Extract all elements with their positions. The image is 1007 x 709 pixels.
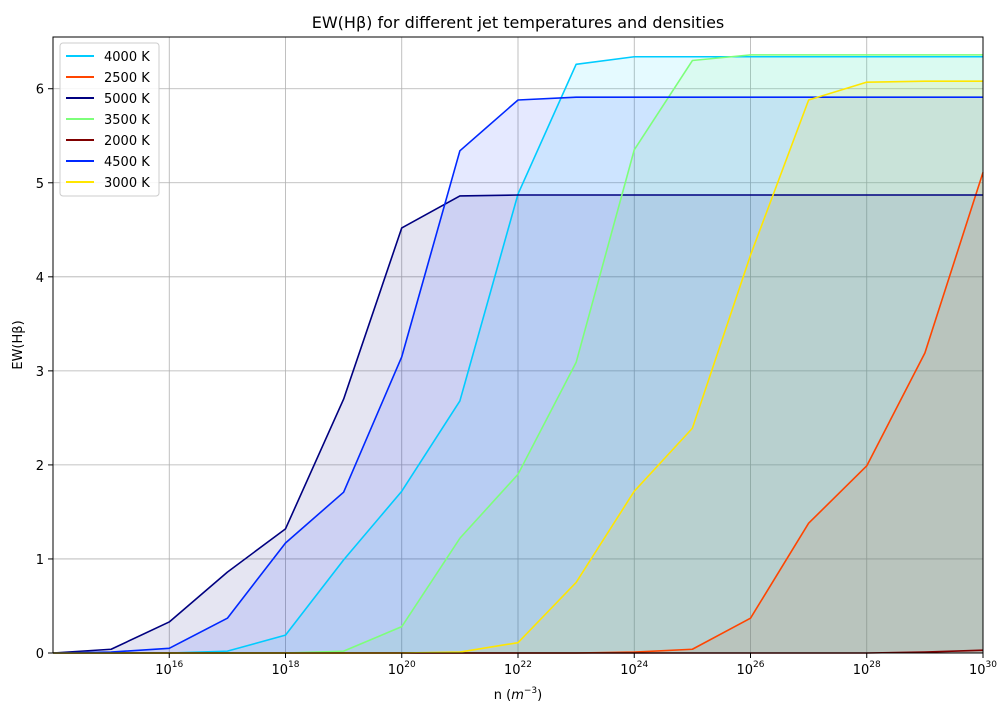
x-tick-label: 1026 <box>737 660 765 678</box>
legend-label-4500-k: 4500 K <box>104 155 150 170</box>
x-axis-title: n (m−3) <box>494 686 542 703</box>
y-tick-label: 2 <box>36 459 44 474</box>
y-tick-label: 4 <box>36 271 44 286</box>
y-tick-label: 6 <box>36 83 44 98</box>
legend-label-4000-k: 4000 K <box>104 50 150 65</box>
x-tick-exponent: 28 <box>869 660 881 670</box>
x-tick-label: 1028 <box>853 660 881 678</box>
x-axis-title-unit: m <box>511 688 524 703</box>
series-fill-4500-k <box>53 97 983 653</box>
x-axis-title-prefix: n ( <box>494 688 511 703</box>
y-tick-label: 5 <box>36 177 44 192</box>
legend-label-2000-k: 2000 K <box>104 134 150 149</box>
legend: 4000 K 2500 K 5000 K 3500 K 2000 K 4500 K 3000… <box>59 42 160 197</box>
x-tick-base: 10 <box>620 663 637 678</box>
x-tick-base: 10 <box>155 663 172 678</box>
y-tick-label: 0 <box>36 647 44 662</box>
x-axis-title-exponent: −3 <box>524 686 537 696</box>
x-tick-label: 1030 <box>969 660 997 678</box>
series-fill-3500-k <box>53 54 983 654</box>
x-tick-base: 10 <box>504 663 521 678</box>
legend-items: 4000 K 2500 K 5000 K 3500 K 2000 K 4500 K 3000… <box>66 50 150 191</box>
y-tick-label: 1 <box>36 553 44 568</box>
y-axis-title: EW(Hβ) <box>11 320 26 369</box>
x-tick-label: 1020 <box>388 660 416 678</box>
x-tick-exponent: 26 <box>753 660 765 670</box>
x-tick-base: 10 <box>388 663 405 678</box>
series-fills <box>53 54 983 654</box>
legend-label-2500-k: 2500 K <box>104 71 150 86</box>
x-tick-label: 1018 <box>272 660 300 678</box>
series-line-5000-k <box>52 194 983 654</box>
x-tick-base: 10 <box>272 663 289 678</box>
x-tick-exponent: 24 <box>637 660 649 670</box>
legend-label-3500-k: 3500 K <box>104 113 150 128</box>
x-tick-exponent: 30 <box>986 660 998 670</box>
series-fill-4000-k <box>53 56 983 653</box>
x-tick-exponent: 16 <box>172 660 184 670</box>
x-tick-exponent: 20 <box>404 660 416 670</box>
series-line-4500-k <box>52 96 983 654</box>
series-fill-5000-k <box>53 195 983 653</box>
x-axis-title-suffix: ) <box>537 688 542 703</box>
series-fill-3000-k <box>53 81 983 653</box>
y-tick-label: 3 <box>36 365 44 380</box>
x-tick-base: 10 <box>737 663 754 678</box>
series-line-4000-k <box>53 55 983 654</box>
x-tick-exponent: 18 <box>288 660 300 670</box>
x-tick-exponent: 22 <box>521 660 532 670</box>
chart-title: EW(Hβ) for different jet temperatures an… <box>312 13 725 32</box>
x-tick-label: 1024 <box>620 660 648 678</box>
legend-label-3000-k: 3000 K <box>104 176 150 191</box>
x-tick-base: 10 <box>969 663 986 678</box>
legend-box <box>59 42 160 197</box>
x-tick-label: 1022 <box>504 660 532 678</box>
x-tick-base: 10 <box>853 663 870 678</box>
series-fill-2500-k <box>53 172 983 653</box>
x-tick-label: 1016 <box>155 660 183 678</box>
legend-label-5000-k: 5000 K <box>104 92 150 107</box>
